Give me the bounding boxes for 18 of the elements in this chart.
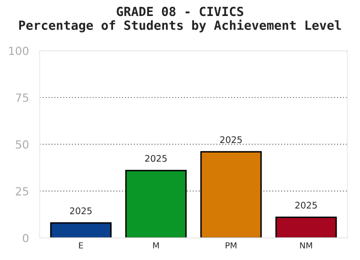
x-tick-label: M bbox=[153, 242, 159, 248]
x-tick-label: NM bbox=[300, 242, 312, 248]
bar bbox=[125, 170, 187, 238]
bar bbox=[50, 222, 112, 238]
y-tick-label: 100 bbox=[9, 46, 28, 56]
y-tick-label: 25 bbox=[16, 187, 28, 196]
y-tick-label: 50 bbox=[16, 140, 28, 149]
x-tick-label: PM bbox=[226, 242, 236, 248]
annotation: 2025 bbox=[295, 202, 317, 209]
x-tick-label: E bbox=[79, 242, 83, 248]
chart-title: GRADE 08 - CIVICS Percentage of Students by Achievement Level bbox=[19, 6, 341, 32]
y-tick-label: 75 bbox=[16, 94, 28, 102]
y-tick-label: 0 bbox=[22, 234, 28, 242]
annotation: 2025 bbox=[70, 207, 92, 214]
annotation: 2025 bbox=[220, 136, 242, 144]
annotation: 2025 bbox=[145, 154, 167, 162]
bar bbox=[200, 151, 262, 238]
bar bbox=[275, 216, 337, 238]
